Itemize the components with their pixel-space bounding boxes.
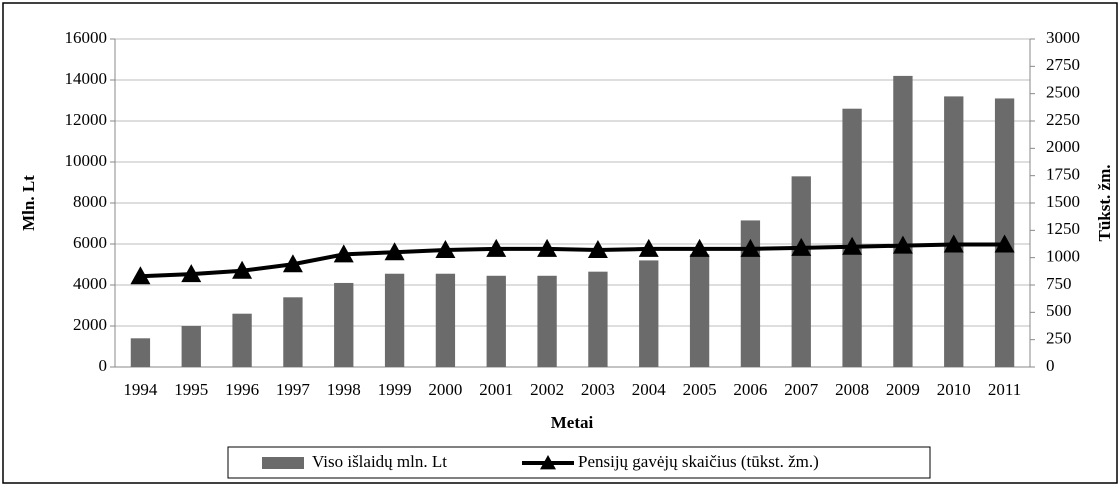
line-marker [486, 238, 507, 257]
y-tick-label: 4000 [73, 274, 107, 293]
x-tick-label: 1999 [378, 380, 412, 399]
bar [791, 176, 811, 367]
line-marker [892, 235, 913, 254]
x-tick-label: 1994 [123, 380, 158, 399]
x-tick-label: 2001 [479, 380, 513, 399]
y2-tick-label: 2000 [1046, 137, 1080, 156]
y-tick-label: 12000 [65, 110, 108, 129]
y-tick-label: 2000 [73, 315, 107, 334]
y-axis-label: Mln. Lt [19, 175, 38, 231]
x-tick-label: 1995 [174, 380, 208, 399]
x-tick-label: 1997 [276, 380, 311, 399]
y2-tick-label: 2750 [1046, 55, 1080, 74]
line-marker [791, 237, 812, 256]
line-marker [587, 240, 608, 259]
bar [639, 260, 659, 367]
legend-label: Pensijų gavėjų skaičius (tūkst. žm.) [578, 452, 819, 471]
x-axis-label: Metai [551, 413, 594, 432]
line-marker [333, 244, 354, 263]
x-tick-label: 2007 [784, 380, 819, 399]
x-tick-label: 2009 [886, 380, 920, 399]
x-tick-label: 2008 [835, 380, 869, 399]
y2-tick-label: 500 [1046, 301, 1072, 320]
x-tick-label: 2010 [937, 380, 971, 399]
y2-tick-label: 1000 [1046, 247, 1080, 266]
y-tick-label: 8000 [73, 192, 107, 211]
y2-tick-label: 3000 [1046, 28, 1080, 47]
x-tick-label: 2005 [683, 380, 717, 399]
legend-box [227, 446, 931, 479]
x-tick-label: 2000 [428, 380, 462, 399]
line-marker [282, 254, 303, 273]
bar [384, 273, 405, 367]
bar [994, 98, 1015, 367]
line-marker [537, 238, 558, 257]
line-marker [232, 260, 253, 279]
x-tick-label: 1996 [225, 380, 259, 399]
bar [944, 96, 964, 368]
y2-tick-label: 750 [1046, 274, 1072, 293]
line-marker [384, 242, 405, 261]
y-tick-label: 0 [99, 356, 108, 375]
bar [181, 326, 201, 367]
line-marker [689, 238, 710, 257]
bar [486, 275, 506, 367]
legend-swatch [262, 457, 304, 469]
x-tick-label: 1998 [327, 380, 361, 399]
x-tick-label: 2004 [632, 380, 667, 399]
bar [893, 75, 913, 368]
line-marker [181, 264, 202, 283]
y2-tick-label: 1750 [1046, 165, 1080, 184]
y2-tick-label: 1500 [1046, 192, 1080, 211]
y2-tick-label: 2250 [1046, 110, 1080, 129]
y-tick-label: 10000 [65, 151, 108, 170]
y2-tick-label: 250 [1046, 329, 1072, 348]
line-marker [943, 234, 964, 253]
x-tick-label: 2002 [530, 380, 564, 399]
line-marker [842, 236, 863, 255]
y-tick-label: 6000 [73, 233, 107, 252]
x-tick-label: 2006 [733, 380, 767, 399]
line-marker [740, 238, 761, 257]
legend-marker [540, 455, 556, 470]
legend-label: Viso išlaidų mln. Lt [312, 452, 447, 471]
bar [130, 338, 151, 367]
y2-tick-label: 1250 [1046, 219, 1080, 238]
line-marker [435, 240, 456, 259]
y2-tick-label: 0 [1046, 356, 1055, 375]
y2-axis-label: Tūkst. žm. [1095, 165, 1114, 242]
line-marker [994, 234, 1015, 253]
x-tick-label: 2011 [988, 380, 1021, 399]
y-tick-label: 14000 [65, 69, 108, 88]
y-tick-label: 16000 [65, 28, 108, 47]
bar [232, 313, 252, 367]
x-tick-label: 2003 [581, 380, 615, 399]
bar [588, 271, 608, 367]
bar [537, 275, 557, 367]
line-marker [130, 266, 151, 285]
line [140, 242, 1005, 279]
bar [283, 297, 303, 367]
bar [689, 254, 710, 367]
line-marker [638, 238, 659, 257]
y2-tick-label: 2500 [1046, 83, 1080, 102]
bar [334, 282, 354, 367]
bar [435, 273, 456, 367]
bar [740, 220, 761, 367]
